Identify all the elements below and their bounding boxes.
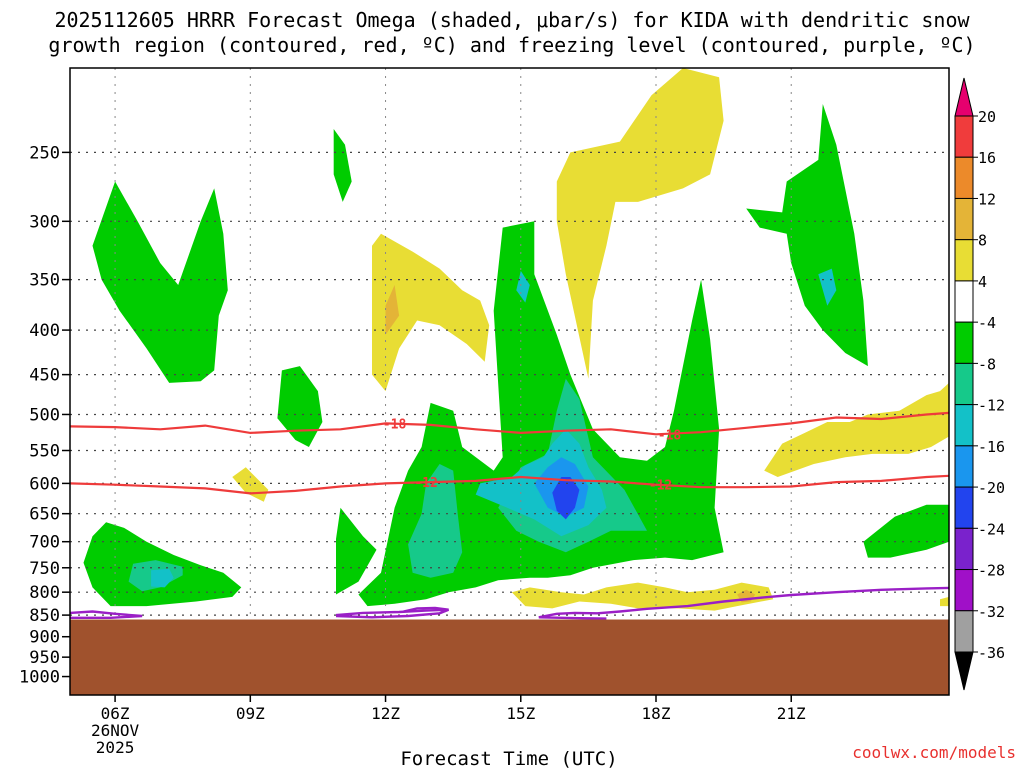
colorbar-label-3: 8 (978, 232, 987, 250)
y-tick-label-800: 800 (29, 583, 60, 603)
colorbar-swatch-8 (954, 445, 974, 488)
isotherm--18 (69, 411, 950, 436)
colorbar-swatch-1 (954, 156, 974, 199)
colorbar-swatch-9 (954, 486, 974, 529)
freezing-level-segment-2 (403, 606, 449, 613)
isotherm-label--18-1: -18 (658, 428, 682, 443)
omega-region-3-level--4 (277, 366, 323, 447)
colorbar-swatch-11 (954, 569, 974, 612)
freezing-level-segment-4 (538, 616, 607, 620)
colorbar-label-12: -32 (978, 603, 1005, 621)
omega-region-6-level--4 (746, 104, 868, 367)
colorbar-swatch-4 (954, 280, 974, 323)
omega-region-2-level--4 (333, 129, 352, 202)
y-tick-label-650: 650 (29, 505, 60, 525)
below-ground-mask (70, 619, 949, 695)
y-tick-label-350: 350 (29, 271, 60, 291)
colorbar-label-10: -24 (978, 520, 1005, 538)
credit-text: coolwx.com/models (852, 743, 1016, 762)
colorbar-label-4: 4 (978, 273, 987, 291)
isotherm-label--12-1: -12 (649, 479, 672, 494)
colorbar-swatch-3 (954, 239, 974, 282)
freezing-level-segment-0 (69, 610, 143, 619)
x-tick-sublabel-0: 26NOV (91, 721, 140, 740)
x-tick-label-21Z: 21Z (777, 704, 806, 723)
y-tick-label-550: 550 (29, 442, 60, 462)
y-tick-label-700: 700 (29, 533, 60, 553)
omega-region-23-level-8 (385, 285, 400, 335)
omega-region-1-level--4 (92, 181, 228, 383)
colorbar-swatch-5 (954, 321, 974, 364)
x-tick-label-12Z: 12Z (371, 704, 400, 723)
y-tick-label-300: 300 (29, 212, 60, 232)
dendritic-isotherm-layer: -18 -18 -12 -12 (69, 411, 950, 495)
colorbar-label-7: -12 (978, 397, 1005, 415)
plot-frame (69, 67, 950, 696)
omega-region-7-level--4 (863, 504, 949, 558)
isotherm--12 (69, 474, 950, 495)
colorbar-label-0: 20 (978, 108, 996, 126)
y-tick-label-500: 500 (29, 405, 60, 425)
omega-region-4-level--4 (336, 507, 377, 595)
colorbar-swatch-10 (954, 527, 974, 571)
chart-title: 2025112605 HRRR Forecast Omega (shaded, … (0, 8, 1024, 58)
colorbar-extend-top (954, 77, 974, 117)
x-tick-sublabel-1: 2025 (96, 738, 135, 757)
colorbar-label-8: -16 (978, 438, 1005, 456)
colorbar-label-6: -8 (978, 355, 996, 373)
title-line-1: 2025112605 HRRR Forecast Omega (shaded, … (54, 8, 970, 32)
omega-region-22-level-4 (940, 596, 949, 607)
y-tick-label-600: 600 (29, 474, 60, 494)
colorbar-swatch-6 (954, 362, 974, 406)
colorbar-label-13: -36 (978, 644, 1005, 662)
y-tick-label-250: 250 (29, 143, 60, 163)
freezing-level-layer (69, 586, 950, 620)
y-tick-label-950: 950 (29, 648, 60, 668)
colorbar-extend-bottom (954, 651, 974, 691)
x-tick-label-15Z: 15Z (506, 704, 535, 723)
omega-region-13-level--12 (516, 270, 530, 303)
colorbar-label-11: -28 (978, 562, 1005, 580)
y-tick-label-900: 900 (29, 628, 60, 648)
omega-region-20-level-4 (764, 382, 949, 477)
x-tick-label-06Z: 06Z (101, 704, 130, 723)
isotherm-label--12-0: -12 (414, 476, 437, 491)
omega-region-9-level--8 (408, 464, 463, 578)
x-tick-label-09Z: 09Z (236, 704, 265, 723)
colorbar-label-5: -4 (978, 314, 996, 332)
y-tick-label-750: 750 (29, 559, 60, 579)
y-tick-label-850: 850 (29, 606, 60, 626)
freezing-level-segment-3 (538, 586, 950, 619)
isotherm-label--18-0: -18 (383, 417, 407, 432)
colorbar-swatch-2 (954, 197, 974, 241)
title-line-2: growth region (contoured, red, ºC) and f… (48, 33, 976, 57)
omega-region-12-level--12 (151, 568, 174, 588)
colorbar-label-2: 12 (978, 190, 996, 208)
colorbar: 20 16 12 8 4 -4 -8 -12 -16 -20 -24 -28 -32 -36 (954, 77, 1005, 691)
omega-region-16-level--20 (552, 477, 580, 520)
colorbar-swatch-7 (954, 404, 974, 447)
grid-layer (70, 68, 949, 695)
colorbar-label-1: 16 (978, 149, 996, 167)
y-tick-label-450: 450 (29, 366, 60, 386)
x-tick-label-18Z: 18Z (642, 704, 671, 723)
y-axis-ticks: 2503003504004505005506006507007508008509… (19, 143, 70, 688)
omega-region-17-level-4 (556, 68, 724, 379)
omega-region-18-level-4 (372, 233, 490, 392)
colorbar-label-9: -20 (978, 479, 1005, 497)
omega-region-14-level--12 (818, 268, 837, 306)
y-tick-label-400: 400 (29, 321, 60, 341)
omega-shaded-layer (83, 68, 949, 611)
colorbar-swatch-0 (954, 115, 974, 158)
colorbar-swatch-12 (954, 610, 974, 653)
x-axis-label: Forecast Time (UTC) (400, 748, 617, 768)
y-tick-label-1000: 1000 (19, 668, 60, 688)
